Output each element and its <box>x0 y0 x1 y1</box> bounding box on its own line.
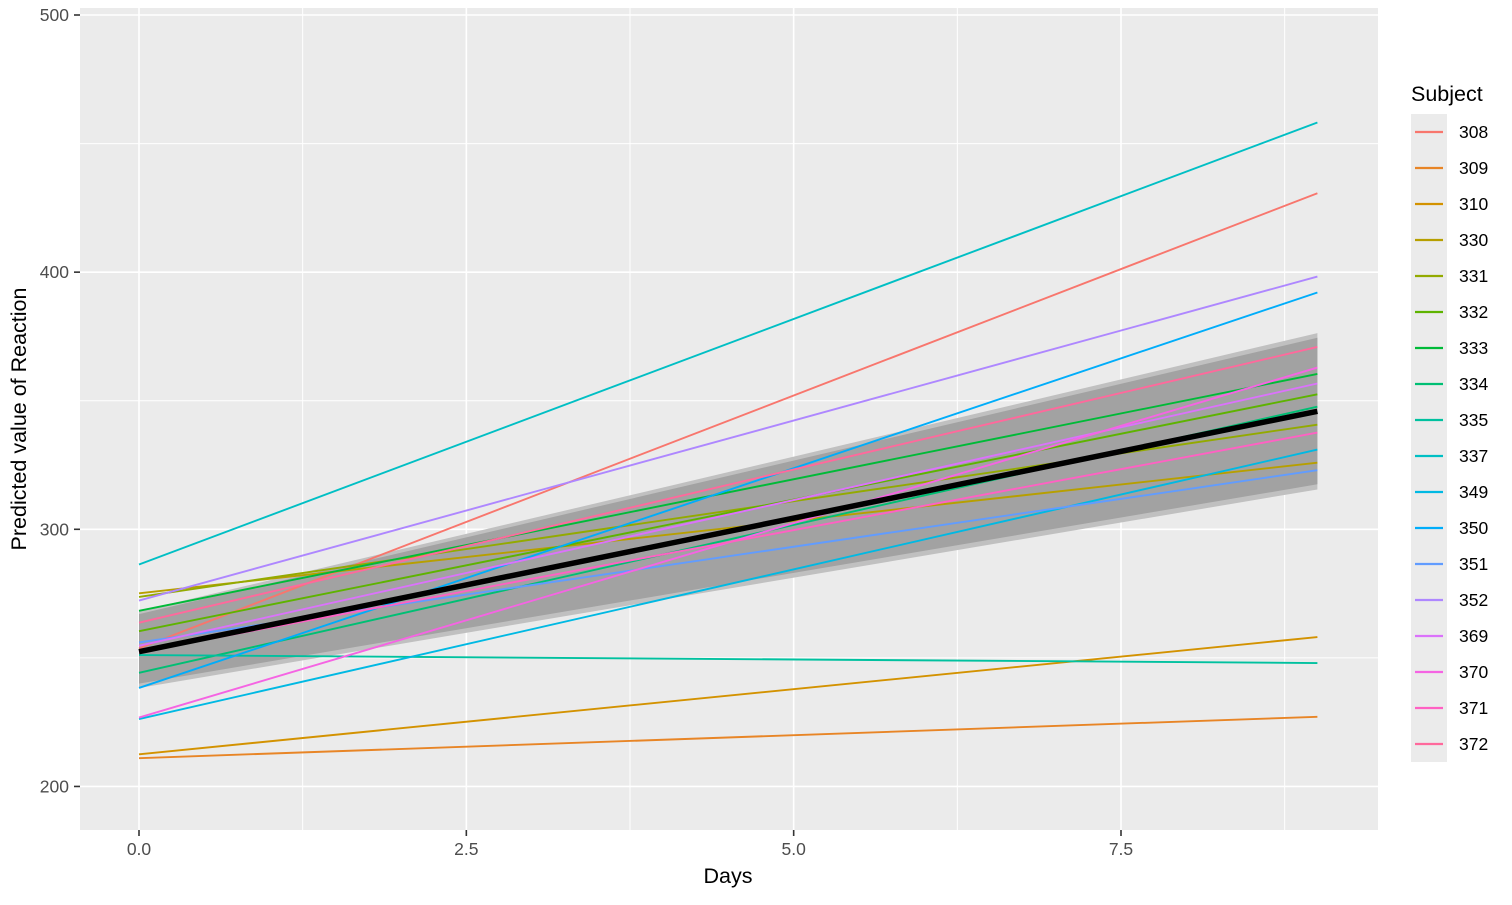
series-line-349 <box>138 448 1318 721</box>
legend-item-337: 337 <box>1415 446 1488 466</box>
legend-label-308: 308 <box>1459 122 1488 142</box>
y-axis-title: Predicted value of Reaction <box>7 288 31 551</box>
legend-item-370: 370 <box>1415 662 1488 682</box>
legend-label-369: 369 <box>1459 626 1488 646</box>
series-line-310 <box>138 636 1318 756</box>
legend-item-333: 333 <box>1415 338 1488 358</box>
series-line-309 <box>138 715 1318 760</box>
legend-label-352: 352 <box>1459 590 1488 610</box>
legend-item-349: 349 <box>1415 482 1488 502</box>
legend-label-350: 350 <box>1459 518 1488 538</box>
y-tick-label-500: 500 <box>40 5 69 25</box>
legend-label-370: 370 <box>1459 662 1488 682</box>
subject-lines-layer <box>138 121 1318 760</box>
legend-label-332: 332 <box>1459 302 1488 322</box>
legend-label-309: 309 <box>1459 158 1488 178</box>
y-tick-label-400: 400 <box>40 262 69 282</box>
legend-label-335: 335 <box>1459 410 1488 430</box>
series-line-333 <box>138 373 1318 612</box>
x-tick-label-5.0: 5.0 <box>782 839 807 859</box>
series-line-332 <box>138 393 1318 633</box>
legend-label-310: 310 <box>1459 194 1488 214</box>
legend-key-strip <box>1411 114 1447 762</box>
series-line-369 <box>138 382 1318 647</box>
legend-label-371: 371 <box>1459 698 1488 718</box>
legend-item-310: 310 <box>1415 194 1488 214</box>
legend-item-330: 330 <box>1415 230 1488 250</box>
legend-label-331: 331 <box>1459 266 1488 286</box>
legend-item-335: 335 <box>1415 410 1488 430</box>
series-line-352 <box>138 275 1318 602</box>
legend-title: Subject <box>1411 82 1483 106</box>
legend-label-372: 372 <box>1459 734 1488 754</box>
series-line-371 <box>138 431 1318 653</box>
legend-label-333: 333 <box>1459 338 1488 358</box>
legend-item-352: 352 <box>1415 590 1488 610</box>
x-tick-label-2.5: 2.5 <box>454 839 478 859</box>
x-tick-label-0.0: 0.0 <box>127 839 152 859</box>
fixed-effect-line <box>138 408 1318 655</box>
legend-item-350: 350 <box>1415 518 1488 538</box>
series-line-337 <box>138 121 1318 566</box>
legend-item-309: 309 <box>1415 158 1488 178</box>
legend-item-308: 308 <box>1415 122 1488 142</box>
legend-label-334: 334 <box>1459 374 1488 394</box>
x-axis-title: Days <box>704 864 753 888</box>
series-line-335 <box>138 654 1318 664</box>
series-line-372 <box>138 346 1318 624</box>
legend-item-369: 369 <box>1415 626 1488 646</box>
fixed-effect-layer <box>138 408 1318 655</box>
legend-item-351: 351 <box>1415 554 1488 574</box>
series-line-350 <box>138 291 1318 689</box>
y-tick-label-200: 200 <box>40 776 69 796</box>
legend-item-332: 332 <box>1415 302 1488 322</box>
x-tick-label-7.5: 7.5 <box>1109 839 1133 859</box>
legend-label-349: 349 <box>1459 482 1488 502</box>
legend-item-372: 372 <box>1415 734 1488 754</box>
legend-item-371: 371 <box>1415 698 1488 718</box>
axes-layer: 0.0 2.5 5.0 7.5 200 300 400 500 <box>40 5 1133 859</box>
legend-label-351: 351 <box>1459 554 1488 574</box>
legend-label-337: 337 <box>1459 446 1488 466</box>
legend-label-330: 330 <box>1459 230 1488 250</box>
y-tick-label-300: 300 <box>40 519 69 539</box>
legend-item-331: 331 <box>1415 266 1488 286</box>
legend-item-334: 334 <box>1415 374 1488 394</box>
legend: Subject 308 309 310 330 331 332 333 334 335 337 34… <box>1411 82 1488 762</box>
